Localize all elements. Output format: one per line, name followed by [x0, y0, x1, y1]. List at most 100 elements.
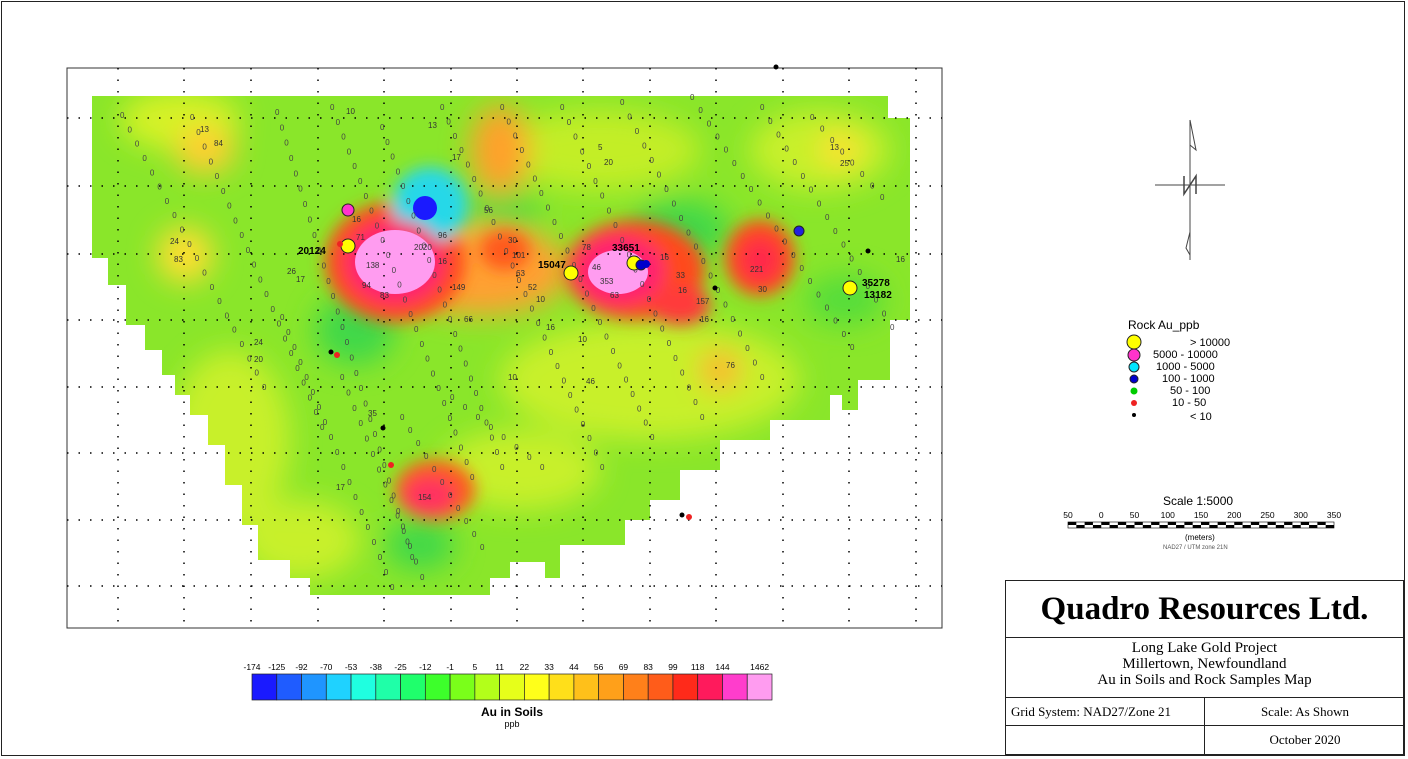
soil-zero-label: 0: [317, 246, 322, 255]
soil-zero-label: 0: [866, 282, 871, 291]
soil-zero-label: 0: [304, 373, 309, 382]
soil-zero-label: 0: [801, 172, 806, 181]
soil-zero-label: 0: [555, 362, 560, 371]
soil-zero-label: 0: [232, 326, 237, 335]
soil-label: 16: [660, 253, 669, 262]
soil-zero-label: 0: [510, 261, 515, 270]
rock-sample-marker: [340, 238, 356, 254]
soil-zero-label: 0: [732, 159, 737, 168]
scale-segment: [1084, 522, 1093, 525]
legend-label: 50 - 100: [1170, 385, 1210, 397]
soil-zero-label: 0: [585, 290, 590, 299]
soil-zero-label: 0: [507, 117, 512, 126]
soil-zero-label: 0: [841, 241, 846, 250]
soil-zero-label: 0: [375, 221, 380, 230]
color-bar-tick: 22: [520, 662, 530, 672]
soil-label: 30: [758, 285, 767, 294]
soil-zero-label: 0: [495, 448, 500, 457]
soil-zero-label: 0: [673, 354, 678, 363]
soil-zero-label: 0: [314, 408, 319, 417]
color-bar-tick: -70: [320, 662, 333, 672]
soil-zero-label: 0: [440, 478, 445, 487]
soil-zero-label: 0: [392, 266, 397, 275]
soil-zero-label: 0: [731, 315, 736, 324]
soil-zero-label: 0: [591, 304, 596, 313]
soil-zero-label: 0: [694, 243, 699, 252]
soil-zero-label: 0: [443, 300, 448, 309]
soil-zero-label: 0: [693, 398, 698, 407]
rock-sample-marker: [642, 260, 650, 268]
soil-zero-label: 0: [760, 373, 765, 382]
soil-label: 16: [896, 255, 905, 264]
soil-zero-label: 0: [849, 254, 854, 263]
soil-zero-label: 0: [776, 131, 781, 140]
soil-zero-label: 0: [292, 343, 297, 352]
soil-label: 10: [508, 373, 517, 382]
soil-zero-label: 0: [346, 388, 351, 397]
soil-zero-label: 0: [456, 504, 461, 513]
soil-zero-label: 0: [830, 136, 835, 145]
company-name: Quadro Resources Ltd.: [1006, 581, 1403, 638]
soil-zero-label: 0: [620, 236, 625, 245]
soil-label: 83: [174, 255, 183, 264]
scale-segment: [1300, 522, 1310, 525]
rock-sample-marker: [341, 203, 355, 217]
soil-zero-label: 0: [723, 301, 728, 310]
scale-segment: [1267, 522, 1276, 525]
soil-zero-label: 0: [408, 542, 413, 551]
soil-zero-label: 0: [340, 323, 345, 332]
soil-zero-label: 0: [406, 197, 411, 206]
soil-zero-label: 0: [377, 446, 382, 455]
soil-zero-label: 0: [373, 430, 378, 439]
soil-zero-label: 0: [280, 313, 285, 322]
soil-label: 16: [352, 215, 361, 224]
soil-zero-label: 0: [286, 328, 291, 337]
color-bar-swatch: [598, 673, 624, 701]
color-bar-swatch: [251, 673, 278, 701]
soil-zero-label: 0: [411, 212, 416, 221]
soil-zero-label: 0: [453, 132, 458, 141]
soil-zero-label: 0: [745, 344, 750, 353]
soil-zero-label: 0: [301, 379, 306, 388]
soil-zero-label: 0: [420, 340, 425, 349]
soil-zero-label: 0: [470, 473, 475, 482]
soil-zero-label: 0: [598, 318, 603, 327]
soil-zero-label: 0: [414, 325, 419, 334]
soil-zero-label: 0: [210, 283, 215, 292]
soil-zero-label: 0: [369, 207, 374, 216]
color-bar-tick: -92: [295, 662, 308, 672]
soil-label: 2020: [414, 243, 432, 252]
soil-label: 94: [362, 281, 371, 290]
scale-segment: [1225, 525, 1235, 528]
soil-zero-label: 0: [120, 111, 125, 120]
soil-zero-label: 0: [489, 423, 494, 432]
soil-zero-label: 0: [716, 286, 721, 295]
soil-zero-label: 0: [464, 360, 469, 369]
scale-segment: [1117, 522, 1127, 525]
scale-tick: 0: [1099, 510, 1104, 520]
soil-zero-label: 0: [620, 98, 625, 107]
soil-label: 10: [536, 295, 545, 304]
scale-segment: [1309, 525, 1318, 528]
soil-zero-label: 0: [408, 426, 413, 435]
soil-zero-label: 0: [401, 522, 406, 531]
soil-zero-label: 0: [701, 257, 706, 266]
soil-zero-label: 0: [359, 419, 364, 428]
soil-label: 84: [214, 139, 223, 148]
soil-zero-label: 0: [890, 323, 895, 332]
soil-zero-label: 0: [196, 128, 201, 137]
soil-zero-label: 0: [336, 118, 341, 127]
rock-sample-marker: [388, 462, 394, 468]
soil-zero-label: 0: [446, 117, 451, 126]
project-line-1: Long Lake Gold Project: [1131, 640, 1278, 656]
soil-zero-label: 0: [262, 383, 267, 392]
rock-sample-marker: [865, 248, 871, 254]
soil-label: 16: [546, 323, 555, 332]
soil-zero-label: 0: [724, 146, 729, 155]
soil-zero-label: 0: [275, 108, 280, 117]
soil-zero-label: 0: [453, 330, 458, 339]
soil-zero-label: 0: [594, 449, 599, 458]
soil-zero-label: 0: [410, 553, 415, 562]
scale-segment: [1242, 525, 1251, 528]
soil-label: 46: [592, 263, 601, 272]
